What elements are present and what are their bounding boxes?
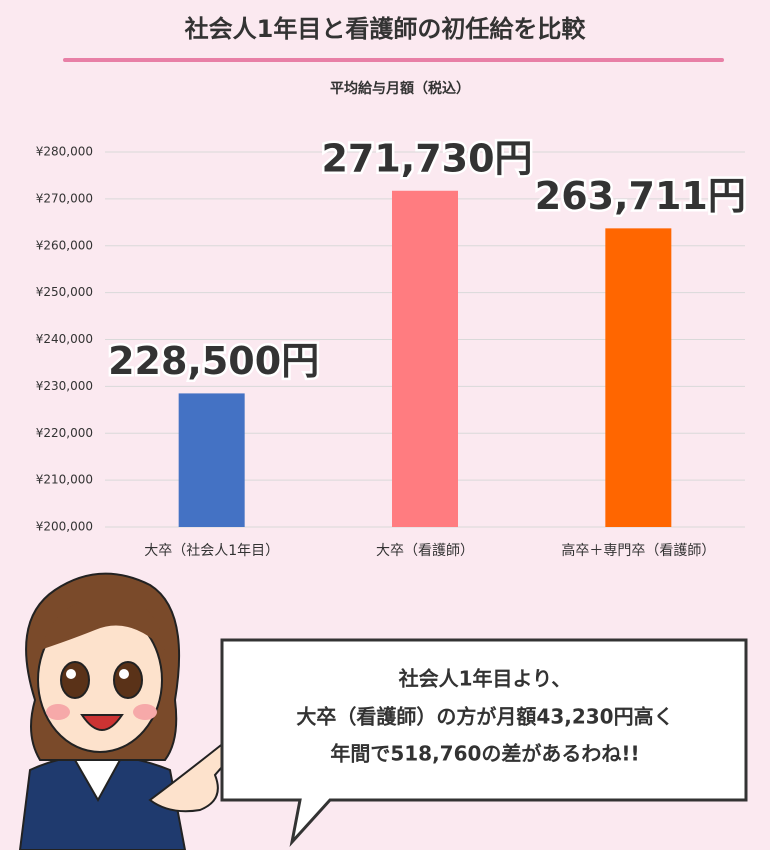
y-tick-label: ¥250,000 xyxy=(36,285,93,299)
chart-title: 社会人1年目と看護師の初任給を比較 xyxy=(185,15,587,43)
bar xyxy=(605,228,672,528)
x-tick-label: 高卒＋専門卒（看護師） xyxy=(561,542,715,559)
callout-line: 年間で518,760の差があるわね!! xyxy=(330,742,639,766)
bar xyxy=(392,190,458,527)
character xyxy=(18,572,245,850)
value-label: 271,730円 xyxy=(321,136,532,180)
y-tick-label: ¥270,000 xyxy=(36,191,93,205)
plot: ¥200,000 ¥210,000 ¥220,000 ¥230,000 ¥240,000… xyxy=(36,134,749,559)
callout-line: 大卒（看護師）の方が月額43,230円高く xyxy=(296,705,673,729)
y-tick-label: ¥260,000 xyxy=(36,238,93,252)
x-tick-label: 大卒（看護師） xyxy=(376,543,474,559)
speech-bubble: 社会人1年目より、 大卒（看護師）の方が月額43,230円高く 年間で518,7… xyxy=(220,638,748,847)
y-tick-label: ¥280,000 xyxy=(36,145,93,159)
y-tick-label: ¥230,000 xyxy=(36,379,93,393)
y-tick-label: ¥240,000 xyxy=(36,332,93,346)
y-tick-label: ¥220,000 xyxy=(36,426,93,440)
value-label: 228,500円 xyxy=(108,339,319,383)
y-tick-label: ¥200,000 xyxy=(36,520,93,534)
callout-line: 社会人1年目より、 xyxy=(398,667,572,691)
value-label: 263,711円 xyxy=(535,174,746,218)
chart-subtitle: 平均給与月額（税込） xyxy=(330,80,470,97)
x-tick-label: 大卒（社会人1年目） xyxy=(144,543,279,559)
bar xyxy=(178,393,245,527)
y-tick-label: ¥210,000 xyxy=(36,473,93,487)
